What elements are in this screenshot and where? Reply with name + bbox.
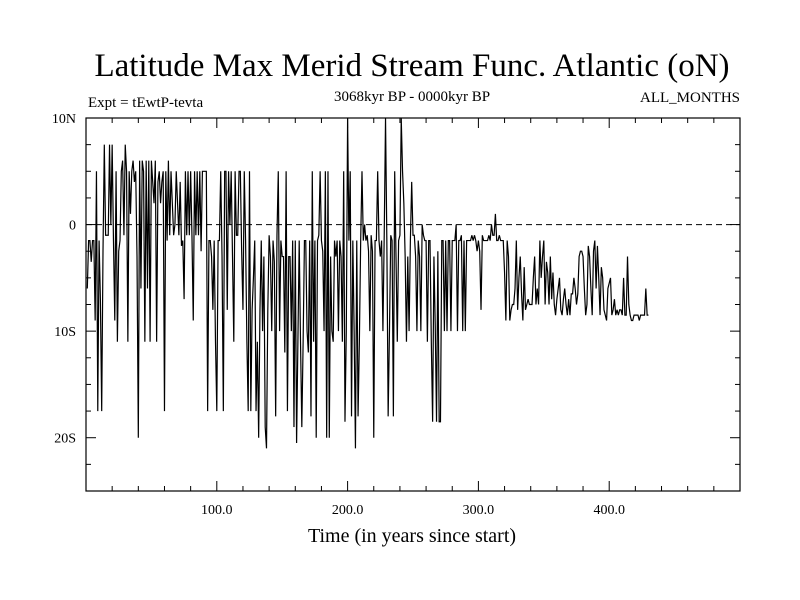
y-tick-label: 0 (69, 219, 76, 234)
x-tick-label: 200.0 (332, 503, 364, 518)
period-label: 3068kyr BP - 0000kyr BP (334, 89, 490, 105)
experiment-label: Expt = tEwtP-tevta (88, 95, 203, 111)
chart-title: Latitude Max Merid Stream Func. Atlantic… (94, 48, 729, 84)
x-tick-label: 400.0 (593, 503, 625, 518)
x-tick-label: 300.0 (463, 503, 495, 518)
y-tick-label: 10N (52, 112, 76, 127)
x-axis-label: Time (in years since start) (308, 525, 516, 547)
y-tick-label: 10S (54, 325, 76, 340)
y-tick-label: 20S (54, 432, 76, 447)
plot-frame (85, 117, 741, 492)
months-label: ALL_MONTHS (640, 90, 740, 106)
x-tick-label: 100.0 (201, 503, 233, 518)
series-line-lat_max_stream_func (86, 117, 649, 449)
